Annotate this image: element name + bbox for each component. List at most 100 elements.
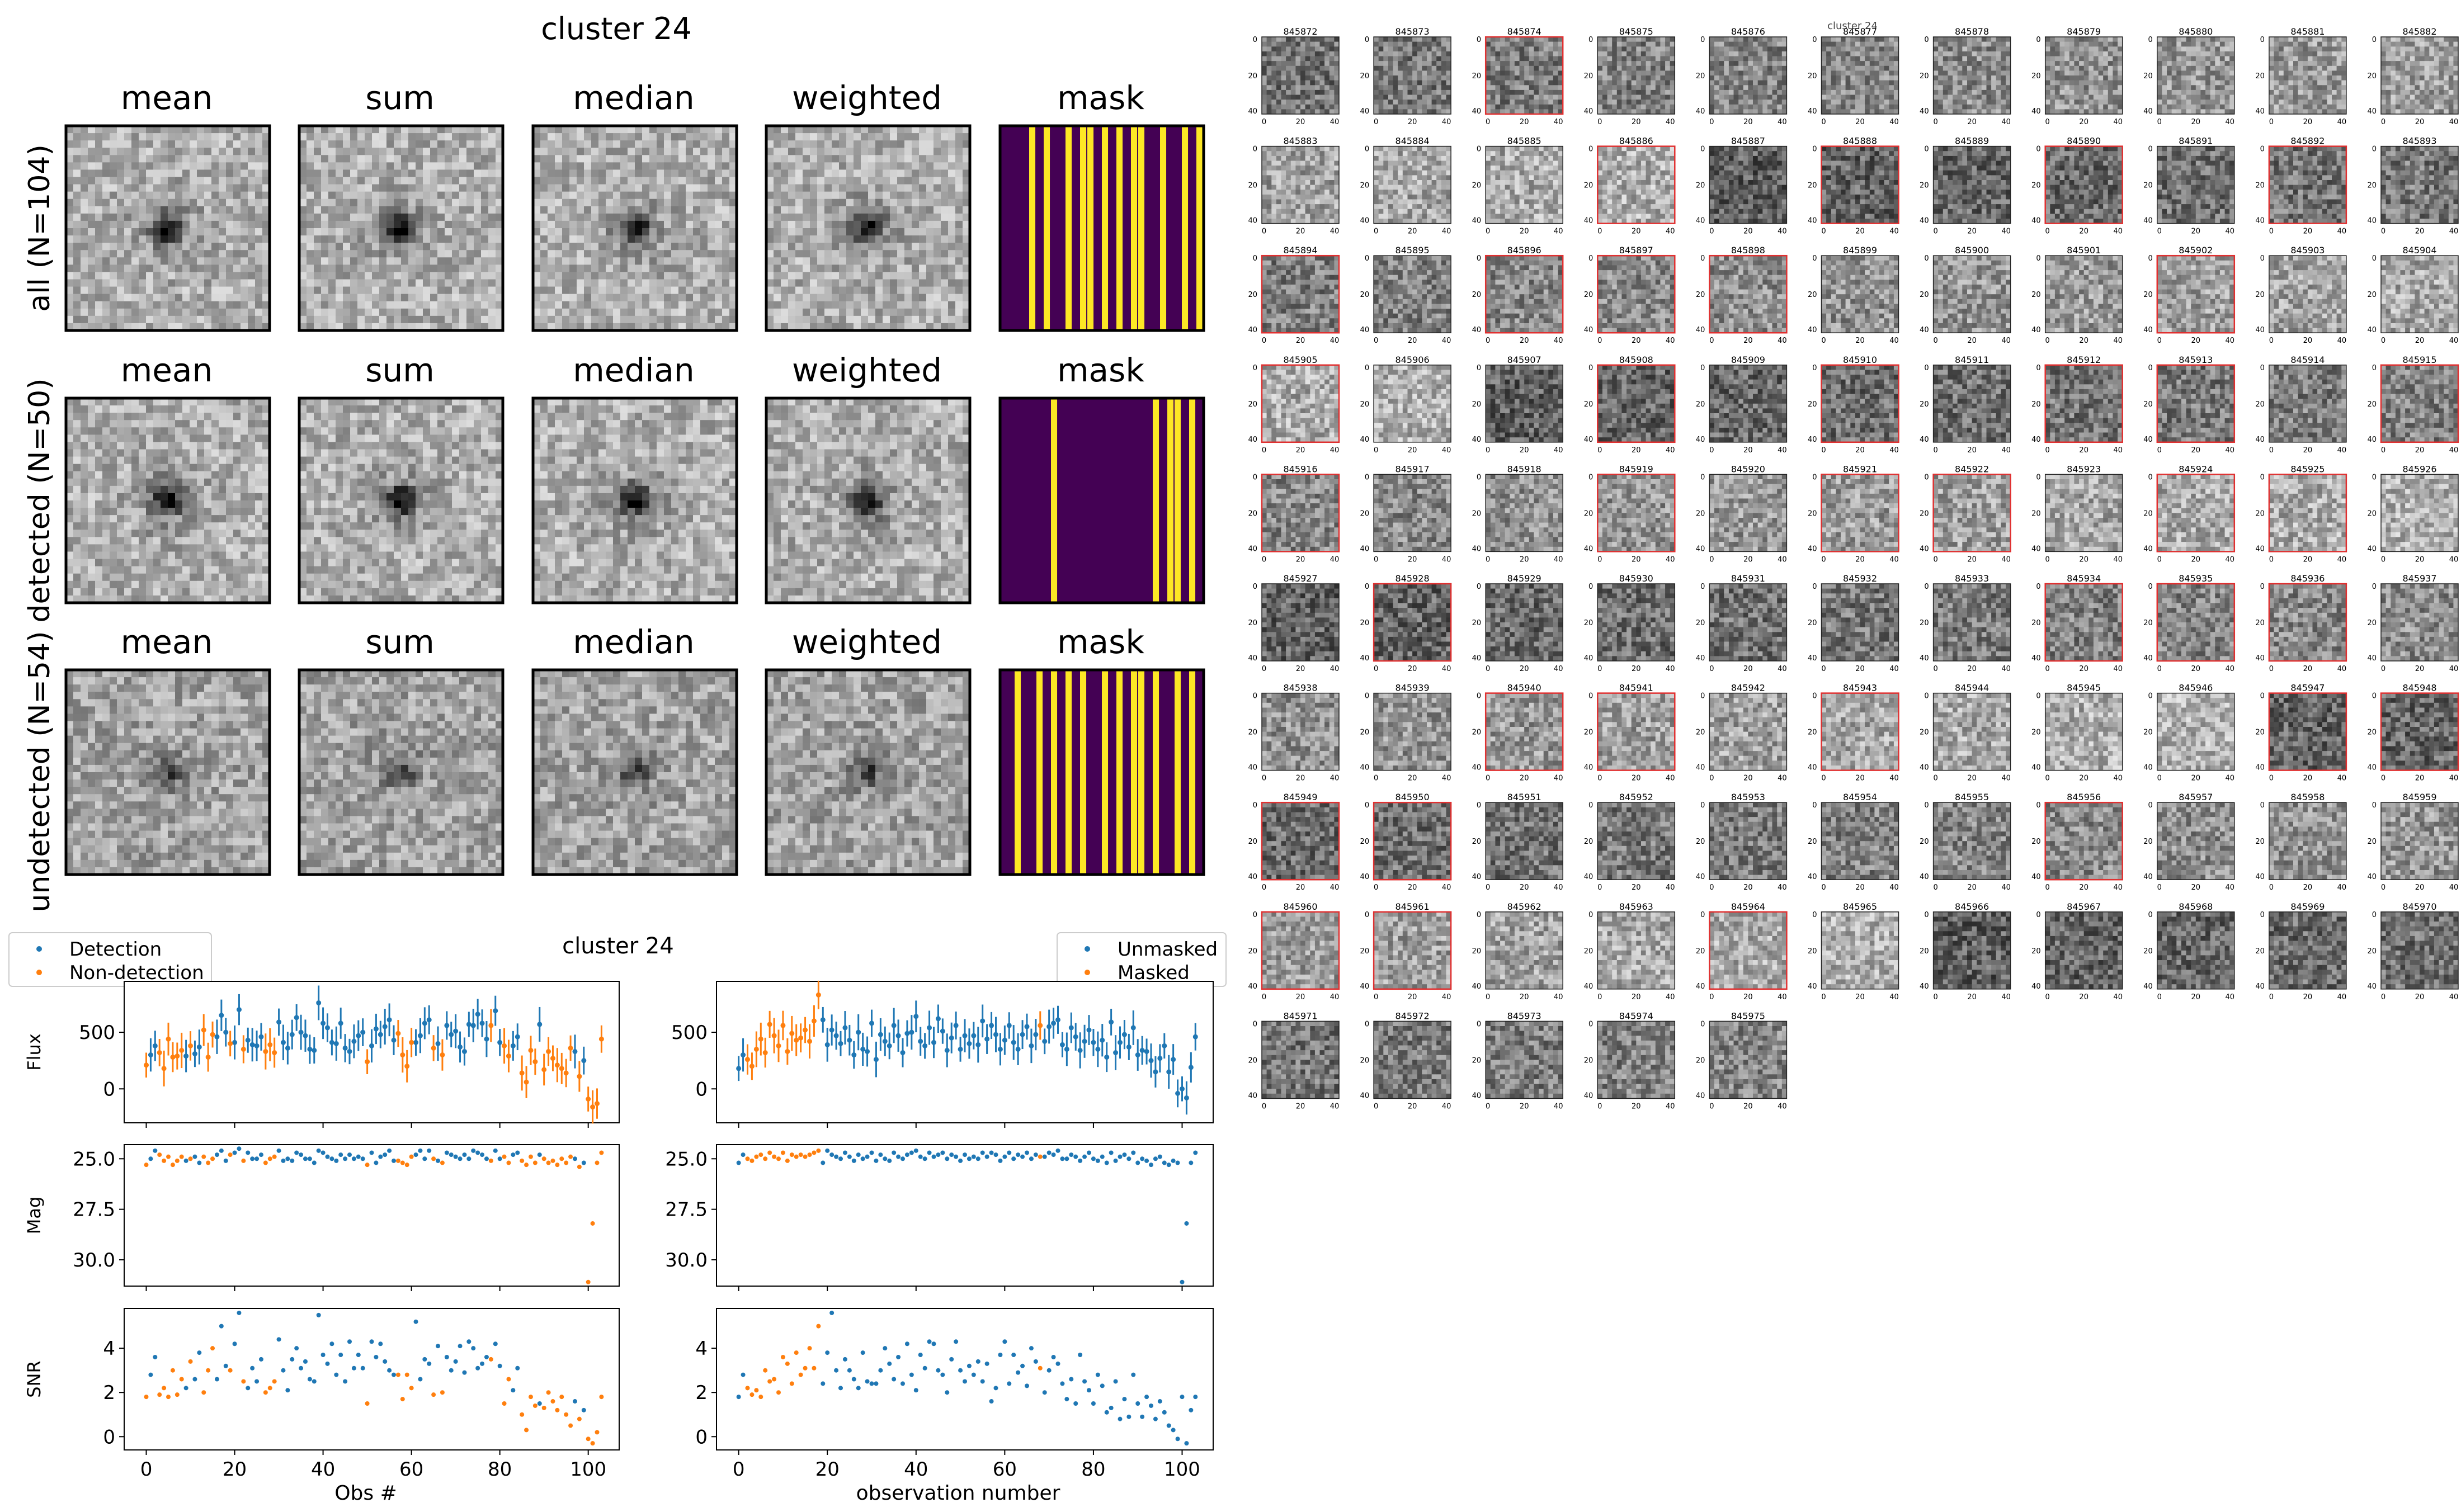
stack-pixel (190, 294, 197, 302)
stack-pixel (175, 264, 183, 272)
stack-pixel (197, 272, 205, 280)
stack-pixel (153, 206, 161, 214)
stack-pixel (88, 140, 96, 148)
stack-pixel (117, 192, 125, 200)
stack-pixel (182, 148, 190, 155)
stack-pixel (226, 199, 234, 207)
stack-pixel (139, 243, 147, 251)
stack-pixel (81, 228, 88, 236)
stack-pixel (168, 221, 176, 229)
stack-pixel (161, 192, 168, 200)
stack-pixel (233, 272, 241, 280)
stack-pixel (168, 133, 176, 141)
stack-pixel (241, 155, 248, 163)
stack-pixel (182, 162, 190, 170)
stack-pixel (226, 214, 234, 221)
stack-pixel (211, 243, 219, 251)
stack-pixel (182, 155, 190, 163)
stack-pixel (139, 169, 147, 177)
stack-pixel (226, 148, 234, 155)
stack-pixel (95, 162, 103, 170)
stack-pixel (88, 250, 96, 258)
stack-pixel (226, 272, 234, 280)
stack-pixel (161, 148, 168, 155)
stack-pixel (124, 185, 132, 192)
stack-pixel (88, 192, 96, 200)
stack-pixel (248, 264, 256, 272)
stack-pixel (102, 250, 110, 258)
stack-pixel (161, 228, 168, 236)
stack-pixel (124, 192, 132, 200)
stack-pixel (146, 243, 154, 251)
stack-pixel (153, 235, 161, 243)
stack-pixel (168, 162, 176, 170)
stack-pixel (219, 264, 227, 272)
stack-pixel (153, 250, 161, 258)
stack-pixel (175, 257, 183, 265)
stack-pixel (88, 199, 96, 207)
stack-pixel (226, 235, 234, 243)
stack-pixel (233, 294, 241, 302)
stack-pixel (88, 133, 96, 141)
stack-pixel (81, 214, 88, 221)
stack-pixel (73, 309, 81, 316)
stack-pixel (241, 214, 248, 221)
stack-pixel (204, 301, 212, 309)
stack-pixel (153, 309, 161, 316)
stack-pixel (219, 140, 227, 148)
stack-pixel (124, 206, 132, 214)
stack-pixel (124, 155, 132, 163)
stack-pixel (211, 294, 219, 302)
stack-pixel (168, 272, 176, 280)
stack-pixel (241, 206, 248, 214)
stack-pixel (102, 169, 110, 177)
stack-pixel (95, 250, 103, 258)
stack-pixel (95, 221, 103, 229)
stack-pixel (233, 214, 241, 221)
stack-pixel (110, 206, 117, 214)
stack-pixel (168, 169, 176, 177)
stack-pixel (110, 264, 117, 272)
stack-pixel (190, 199, 197, 207)
stack-pixel (241, 287, 248, 295)
figure-canvas: cluster 24 mean sum median weighted mask… (0, 0, 2461, 1512)
stack-pixel (211, 221, 219, 229)
stack-pixel (204, 228, 212, 236)
stack-pixel (95, 214, 103, 221)
stack-pixel (131, 287, 139, 295)
stack-pixel (102, 192, 110, 200)
stack-pixel (233, 206, 241, 214)
stack-pixel (153, 133, 161, 141)
stack-pixel (110, 280, 117, 287)
column-title-mean: mean (121, 351, 213, 389)
stack-pixel (110, 309, 117, 316)
stack-pixel (161, 250, 168, 258)
stack-pixel (95, 177, 103, 185)
stack-pixel (161, 309, 168, 316)
stack-pixel (95, 185, 103, 192)
stack-pixel (139, 235, 147, 243)
stack-pixel (153, 294, 161, 302)
stack-pixel (248, 140, 256, 148)
stack-pixel (146, 221, 154, 229)
stack-pixel (81, 185, 88, 192)
stack-pixel (73, 243, 81, 251)
stack-pixel (168, 228, 176, 236)
stack-pixel (161, 199, 168, 207)
stack-pixel (117, 177, 125, 185)
stack-pixel (168, 243, 176, 251)
row-label-detected: detected (N=50) (23, 378, 56, 622)
stack-pixel (95, 309, 103, 316)
column-title-median: median (573, 79, 694, 117)
stack-pixel (102, 177, 110, 185)
stack-pixel (95, 264, 103, 272)
stack-pixel (226, 243, 234, 251)
stack-pixel (131, 148, 139, 155)
stack-pixel (248, 177, 256, 185)
stack-pixel (241, 301, 248, 309)
stack-pixel (168, 206, 176, 214)
stack-pixel (139, 155, 147, 163)
stack-pixel (211, 250, 219, 258)
stack-pixel (182, 133, 190, 141)
stack-pixel (233, 221, 241, 229)
